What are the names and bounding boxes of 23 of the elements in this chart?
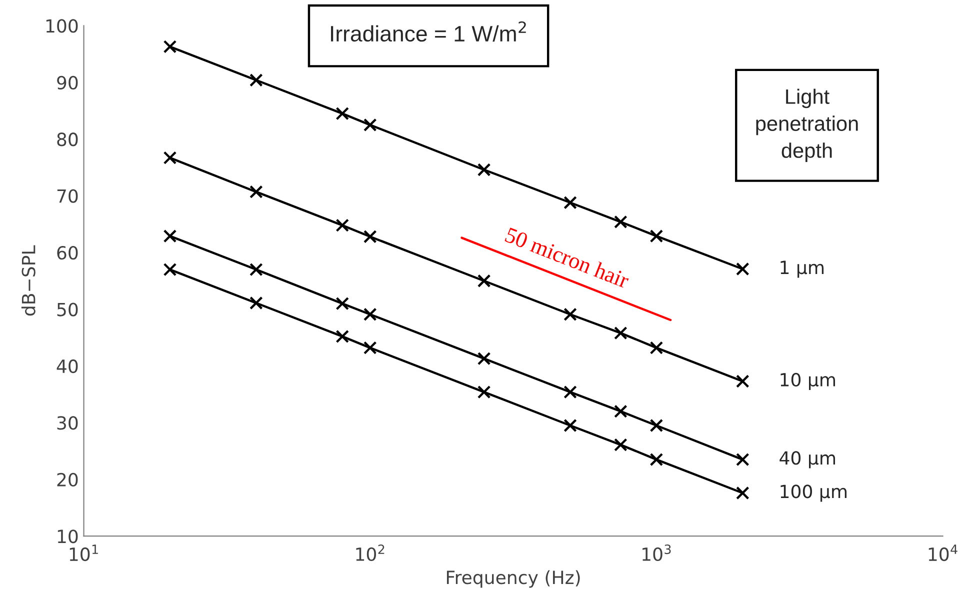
y-tick-label: 90 (57, 76, 78, 90)
series-label: 10 μm (780, 372, 836, 390)
series-label: 100 μm (780, 484, 846, 502)
y-tick-label: 10 (58, 530, 78, 544)
y-tick-label: 80 (57, 132, 78, 146)
series-label: 40 μm (780, 451, 836, 468)
x-tick-label: 10$^{4}$ (928, 544, 958, 562)
y-axis-title: dB−SPL (21, 245, 36, 316)
text: 50 micron hair (504, 226, 631, 289)
annotation: Irradiance = 1 W/m$^{2}$ (331, 21, 526, 42)
y-tick-label: 70 (57, 189, 78, 203)
y-tick-label: 50 (57, 302, 78, 316)
y-tick-label: 100 (46, 19, 78, 33)
y-tick-label: 20 (57, 472, 78, 487)
x-tick-label: 10$^{3}$ (642, 544, 671, 562)
x-tick-label: 10$^{1}$ (70, 544, 98, 562)
y-tick-label: 40 (56, 359, 78, 374)
annotation: Light penetration depth (756, 88, 858, 162)
x-axis-title: Frequency (Hz) (446, 570, 580, 588)
series-label: 1 μm (780, 260, 824, 278)
y-tick-label: 60 (57, 246, 78, 260)
x-tick-label: 10$^{2}$ (356, 544, 384, 562)
y-tick-label: 30 (57, 416, 78, 430)
